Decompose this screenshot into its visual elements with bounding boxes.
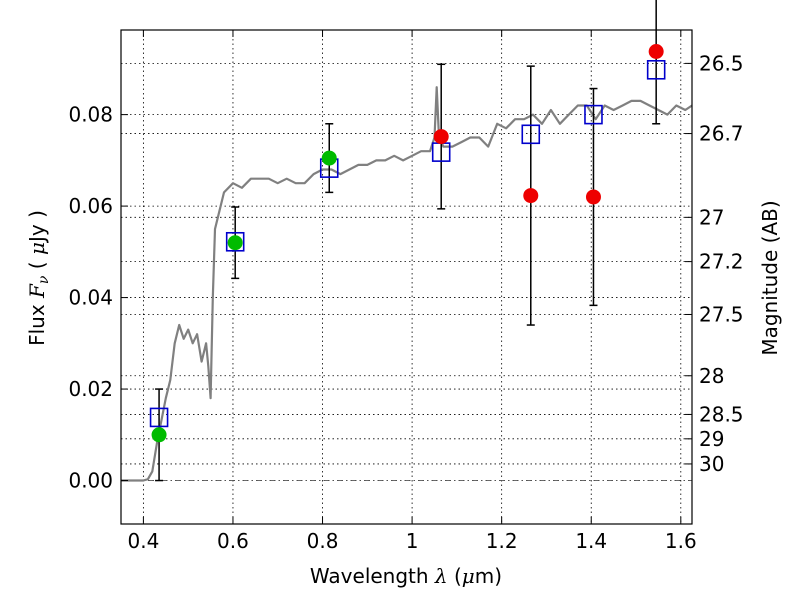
red-point: [648, 43, 664, 59]
x-tick-label: 0.8: [307, 529, 339, 553]
y-tick-label: 0.08: [68, 103, 113, 127]
magnitude-tick-label: 29: [699, 427, 724, 451]
magnitude-tick-label: 26.7: [699, 122, 744, 146]
x-tick-label: 1.2: [486, 529, 518, 553]
grid-lines: [121, 30, 692, 524]
model-box: [646, 59, 666, 80]
y-tick-label: 0.04: [68, 286, 113, 310]
x-tick-label: 1.4: [575, 529, 607, 553]
model-boxes: [149, 59, 666, 428]
spectrum-layer: [121, 86, 693, 482]
magnitude-tick-label: 28: [699, 364, 724, 388]
model-box: [521, 124, 541, 145]
observed-points: [151, 43, 664, 443]
y-axis-label: Flux Fν ( μJy ): [25, 210, 52, 346]
green-point: [151, 427, 167, 443]
x-tick-label: 0.6: [217, 529, 249, 553]
magnitude-axis-label: Magnitude (AB): [758, 200, 782, 355]
magnitude-tick-label: 27.2: [699, 250, 744, 274]
x-tick-label: 1.6: [665, 529, 697, 553]
y-tick-label: 0.02: [68, 377, 113, 401]
magnitude-tick-label: 30: [699, 452, 724, 476]
y-axis-ticks: 0.00 0.02 0.04 0.06 0.08: [68, 103, 128, 493]
magnitude-tick-label: 28.5: [699, 402, 744, 426]
model-box: [149, 407, 169, 428]
magnitude-tick-label: 27: [699, 205, 724, 229]
magnitude-tick-label: 27.5: [699, 302, 744, 326]
red-point: [433, 129, 449, 145]
y-tick-label: 0.06: [68, 194, 113, 218]
red-point: [523, 188, 539, 204]
plot-frame: [120, 29, 693, 525]
model-box: [225, 231, 245, 252]
x-tick-label: 1: [406, 529, 419, 553]
x-tick-label: 0.4: [127, 529, 159, 553]
model-box: [584, 104, 603, 125]
green-point: [227, 235, 243, 251]
magnitude-tick-label: 26.5: [699, 51, 744, 75]
spectrum-line: [121, 86, 693, 482]
red-point: [585, 189, 601, 205]
x-axis-ticks: 0.4 0.6 0.8 1 1.2 1.4 1.6: [127, 30, 697, 553]
y-tick-label: 0.00: [68, 469, 113, 493]
x-axis-label: Wavelength λ (μm): [310, 564, 502, 588]
green-point: [321, 150, 337, 166]
